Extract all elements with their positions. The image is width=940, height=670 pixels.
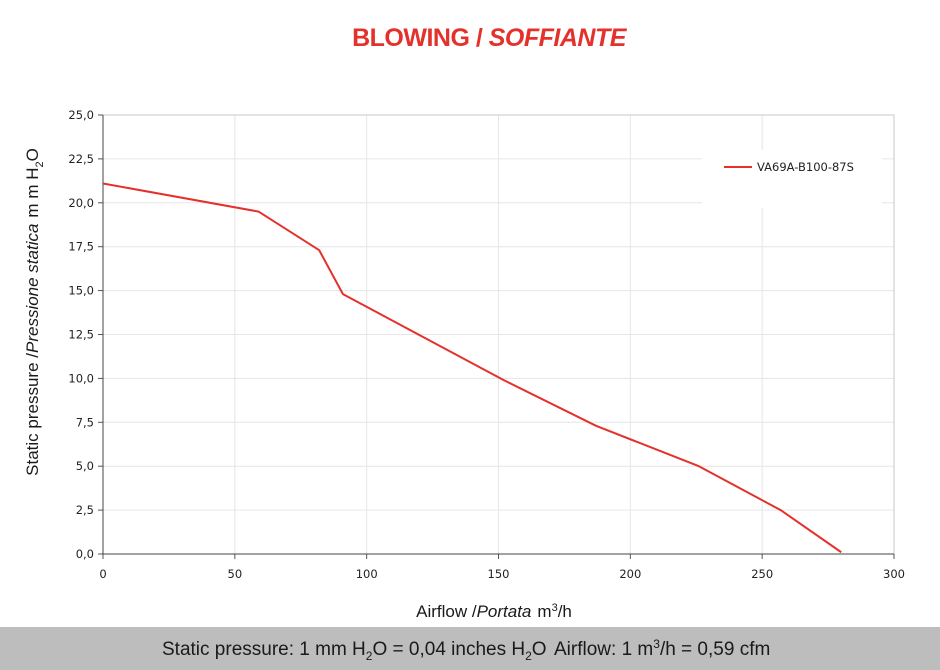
x-tick-label: 300 [883,567,905,581]
y-axis-label-unit-sub: 2 [34,161,46,167]
y-axis-label-unit-end: O [23,148,42,161]
airflow-conversion-text-a: Airflow: 1 m [554,639,654,660]
airflow-conversion: Airflow: 1 m3/h = 0,59 cfm [554,637,771,661]
pressure-conversion-text-b: O = 0,04 inches H [372,639,526,660]
x-tick-label: 250 [751,567,773,581]
series-line [102,182,842,554]
x-tick-label: 0 [99,567,106,581]
pressure-conversion-sub2: 2 [525,649,532,663]
tick-labels: 0,0 2,5 5,0 7,5 10,0 12,5 15,0 17,5 20,0 22,5 25,0… [68,108,905,581]
pressure-conversion-sub: 2 [365,649,373,663]
x-axis-label-plain: Airflow / [416,602,477,621]
y-tick-label: 5,0 [76,459,94,473]
chart-title-main: BLOWING / [352,24,483,52]
chart-title-italic: SOFFIANTE [488,24,627,52]
y-tick-label: 12,5 [68,328,94,342]
y-tick-label: 17,5 [68,240,94,254]
y-tick-label: 22,5 [68,152,94,166]
line-chart: VA69A-B100-87S 0,0 2,5 5,0 7,5 10,0 12,5 15,0 1… [23,108,905,621]
y-axis-label-italic: Pressione statica [23,224,42,353]
airflow-conversion-sup: 3 [653,637,660,651]
x-axis-label-italic: Portata [477,602,532,621]
x-tick-label: 100 [356,567,378,581]
x-axis-label-unit-end: /h [558,602,572,621]
pressure-conversion-text-c: O [531,639,547,660]
legend: VA69A-B100-87S [702,150,882,208]
x-tick-label: 50 [228,567,243,581]
series-lines [102,182,842,554]
y-axis-label-unit: m m H [23,168,42,218]
x-axis-label-unit-sup: 3 [552,602,558,614]
pressure-conversion: Static pressure: 1 mm H2O = 0,04 inches … [162,639,547,663]
y-tick-label: 15,0 [68,284,94,298]
x-tick-label: 150 [488,567,510,581]
x-axis-label-unit: m [537,602,551,621]
y-tick-label: 0,0 [76,547,94,561]
y-axis-label-plain: Static pressure / [23,353,42,476]
x-tick-label: 200 [619,567,641,581]
pressure-conversion-text-a: Static pressure: 1 mm H [162,639,366,660]
y-tick-label: 10,0 [68,371,94,385]
airflow-conversion-text-b: /h = 0,59 cfm [659,639,771,660]
x-axis-label: Airflow /Portata m3/h [416,602,572,621]
y-tick-label: 7,5 [76,415,94,429]
y-tick-label: 25,0 [68,108,94,122]
y-tick-label: 20,0 [68,196,94,210]
conversion-footer: Static pressure: 1 mm H2O = 0,04 inches … [0,627,940,670]
legend-label: VA69A-B100-87S [757,160,854,174]
y-tick-label: 2,5 [76,503,94,517]
axes [98,114,895,559]
y-axis-label: Static pressure /Pressione statica m m H2… [23,148,46,476]
legend-background [702,150,882,208]
chart-title: BLOWING / SOFFIANTE [0,24,940,53]
